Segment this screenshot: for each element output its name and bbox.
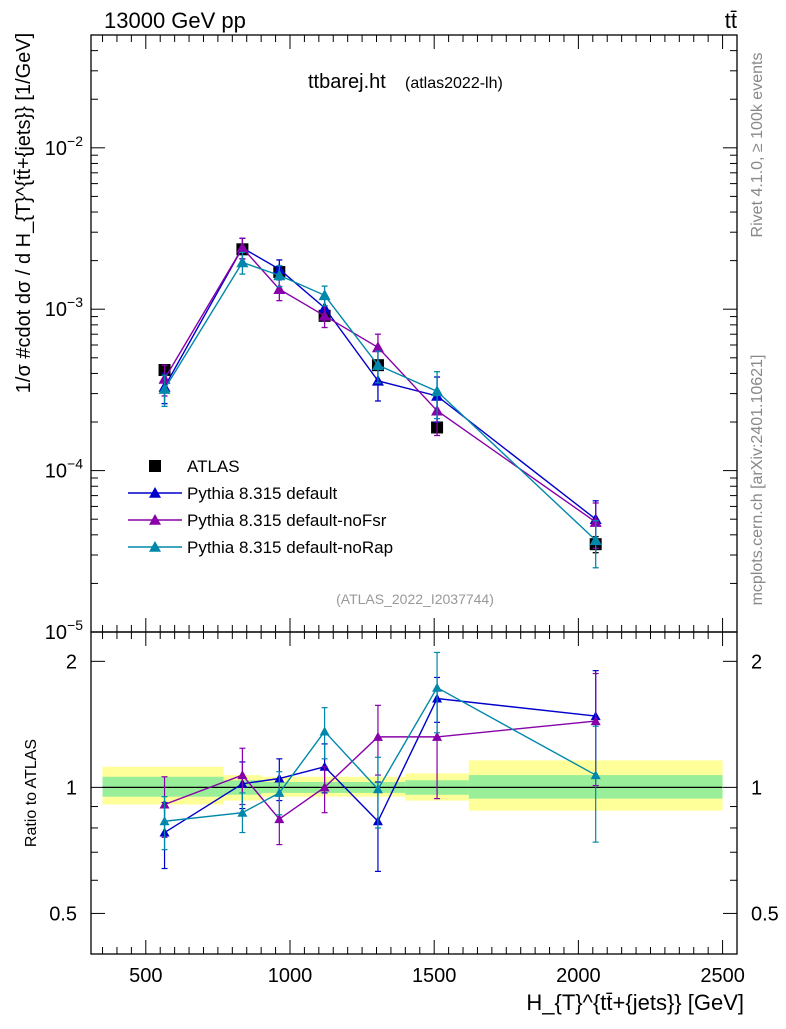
- ratio-ytick-label-left: 1: [66, 777, 77, 799]
- x-tick-label: 2000: [556, 965, 601, 987]
- ratio-point: [372, 731, 383, 741]
- main-ytick-label: 10−5: [45, 617, 83, 644]
- ratio-ytick-label-right: 2: [751, 651, 762, 673]
- ratio-point: [432, 682, 443, 692]
- mcplots-label: mcplots.cern.ch [arXiv:2401.10621]: [749, 355, 766, 606]
- x-tick-label: 2500: [700, 965, 745, 987]
- legend-marker: [149, 460, 161, 472]
- legend-label: Pythia 8.315 default-noRap: [187, 538, 393, 557]
- main-ytick-label: 10−4: [45, 456, 83, 483]
- ratio-point: [590, 770, 601, 780]
- ratio-ytick-label-left: 2: [66, 651, 77, 673]
- ratio-ytick-label-right: 0.5: [751, 903, 779, 925]
- ratio-point: [432, 731, 443, 741]
- ratio-ylabel: Ratio to ATLAS: [23, 739, 40, 847]
- legend-label: ATLAS: [187, 457, 240, 476]
- plot-title: ttbarej.ht: [308, 71, 386, 93]
- ratio-point: [590, 716, 601, 726]
- plot-subtitle: (atlas2022-lh): [405, 75, 503, 92]
- ratio-point: [274, 814, 285, 824]
- legend-item: ATLAS: [149, 457, 240, 476]
- process-label: tt̄: [725, 8, 737, 33]
- energy-label: 13000 GeV pp: [104, 8, 246, 33]
- mc-point: [318, 309, 331, 321]
- ratio-point: [237, 807, 248, 817]
- ratio-ytick-label-left: 0.5: [49, 903, 77, 925]
- mc-point: [236, 241, 249, 253]
- ratio-frame: [90, 631, 738, 955]
- legend-marker: [149, 487, 161, 498]
- legend-item: Pythia 8.315 default-noRap: [128, 538, 393, 557]
- ratio-point: [159, 816, 170, 826]
- legend-label: Pythia 8.315 default-noFsr: [187, 511, 387, 530]
- legend: ATLAS Pythia 8.315 default Pythia 8.315 de…: [128, 457, 393, 557]
- ratio-point: [319, 726, 330, 736]
- mc-point: [273, 283, 286, 295]
- x-axis-label: H_{T}^{tt̄+{jets}} [GeV]: [526, 990, 744, 1015]
- legend-marker: [149, 541, 161, 552]
- mc-point: [371, 341, 384, 353]
- ratio-point: [372, 784, 383, 794]
- x-tick-label: 1000: [268, 965, 313, 987]
- x-tick-label: 1500: [412, 965, 457, 987]
- series-3: [158, 251, 602, 569]
- legend-marker: [149, 514, 161, 525]
- mc-point: [273, 269, 286, 281]
- watermark: (ATLAS_2022_I2037744): [336, 591, 494, 607]
- mc-point: [589, 534, 602, 546]
- legend-item: Pythia 8.315 default-noFsr: [128, 511, 387, 530]
- main-ytick-label: 10−3: [45, 294, 83, 321]
- ratio-point: [274, 787, 285, 797]
- mc-point: [318, 289, 331, 301]
- ratio-ytick-label-right: 1: [751, 777, 762, 799]
- mc-point: [371, 359, 384, 370]
- ratio-series-2: [159, 651, 601, 851]
- main-ytick-label: 10−2: [45, 133, 83, 160]
- x-tick-label: 500: [129, 965, 162, 987]
- rivet-label: Rivet 4.1.0, ≥ 100k events: [749, 53, 766, 238]
- legend-label: Pythia 8.315 default: [187, 484, 338, 503]
- main-ylabel: 1/σ #cdot dσ / d H_{T}^{tt̄+{jets}} [1/G…: [13, 33, 35, 393]
- ratio-panel: 0.5 0.51 12 2500 1000 1500 2000 2500 Ratio to A…: [23, 631, 779, 1015]
- mc-point: [431, 385, 444, 397]
- ratio-point: [319, 782, 330, 792]
- mc-point: [236, 256, 249, 268]
- ratio-point: [237, 770, 248, 780]
- legend-item: Pythia 8.315 default: [128, 484, 338, 503]
- uncertainty-band-inner: [102, 776, 224, 797]
- main-panel: 10−5 10−4 10−3 10−2 ttbarej.ht (atlas2022-l…: [13, 33, 738, 644]
- mc-point: [158, 383, 171, 394]
